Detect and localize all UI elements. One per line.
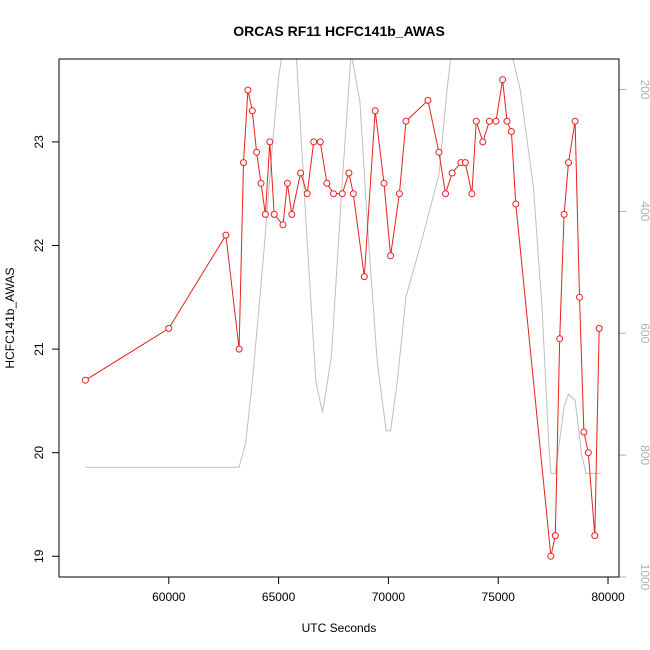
data-point-11 — [270, 210, 278, 218]
data-point-2 — [222, 231, 230, 239]
y-axis-label: HCFC141b_AWAS — [3, 267, 17, 368]
data-point-14 — [288, 210, 296, 218]
y-tick-label-19: 19 — [32, 549, 46, 563]
data-point-33 — [448, 169, 456, 177]
y2-tick-label-400: 400 — [638, 201, 650, 221]
x-tick-label-80000: 80000 — [591, 590, 625, 604]
x-axis-label: UTC Seconds — [302, 621, 377, 635]
data-point-52 — [580, 428, 588, 436]
data-point-16 — [303, 190, 311, 198]
y-tick-label-22: 22 — [32, 238, 46, 252]
data-point-26 — [380, 179, 388, 187]
y2-tick-label-800: 800 — [638, 445, 650, 465]
data-point-39 — [485, 117, 493, 125]
data-point-40 — [492, 117, 500, 125]
data-point-4 — [240, 159, 247, 167]
data-point-44 — [512, 200, 520, 208]
data-point-46 — [551, 532, 559, 540]
data-point-15 — [297, 169, 305, 177]
x-tick-label-65000: 65000 — [262, 590, 296, 604]
series-line-altitude — [85, 59, 602, 474]
y2-tick-label-1000: 1000 — [638, 564, 650, 591]
y-tick-label-21: 21 — [32, 342, 46, 356]
series-layer — [81, 59, 603, 560]
data-point-20 — [330, 190, 337, 198]
data-point-17 — [310, 138, 318, 146]
data-point-28 — [395, 190, 403, 198]
data-point-23 — [349, 190, 357, 198]
y2-tick-label-200: 200 — [638, 79, 650, 99]
data-point-19 — [323, 179, 331, 187]
data-point-3 — [235, 345, 243, 353]
data-point-55 — [595, 324, 603, 332]
data-point-32 — [442, 190, 449, 198]
data-point-0 — [81, 376, 89, 384]
data-point-51 — [576, 293, 583, 301]
data-point-35 — [461, 159, 469, 167]
y-tick-label-23: 23 — [32, 135, 46, 149]
data-point-38 — [479, 138, 487, 146]
data-point-31 — [435, 148, 443, 156]
x-tick-label-75000: 75000 — [482, 590, 516, 604]
axes-layer: 60000 65000 70000 75000 80000 19 20 21 22 23 200 40… — [32, 79, 650, 604]
data-point-53 — [584, 449, 592, 457]
data-point-12 — [279, 221, 287, 229]
data-point-30 — [424, 96, 432, 104]
data-point-45 — [547, 552, 555, 560]
data-point-50 — [571, 117, 579, 125]
data-point-7 — [253, 148, 261, 156]
x-tick-label-60000: 60000 — [152, 590, 186, 604]
data-point-27 — [387, 252, 395, 260]
data-point-1 — [165, 324, 173, 332]
data-point-10 — [266, 138, 274, 146]
data-point-25 — [371, 107, 379, 115]
data-point-5 — [244, 86, 252, 94]
data-point-18 — [316, 138, 324, 146]
data-point-43 — [507, 128, 515, 135]
plot-frame — [58, 58, 620, 578]
data-point-42 — [503, 117, 511, 125]
data-point-8 — [257, 179, 265, 187]
data-point-29 — [402, 117, 410, 125]
data-point-22 — [345, 169, 353, 177]
data-point-48 — [560, 210, 568, 218]
y-tick-label-20: 20 — [32, 446, 46, 460]
data-point-21 — [338, 190, 346, 198]
data-point-13 — [283, 179, 291, 187]
y2-tick-label-600: 600 — [638, 323, 650, 343]
data-point-24 — [360, 273, 368, 281]
data-point-49 — [565, 159, 572, 167]
data-point-9 — [261, 210, 269, 218]
data-point-37 — [472, 117, 480, 125]
chart-title: ORCAS RF11 HCFC141b_AWAS — [233, 23, 445, 39]
x-tick-label-70000: 70000 — [372, 590, 406, 604]
data-point-54 — [591, 532, 599, 540]
data-point-47 — [556, 335, 564, 343]
data-point-41 — [499, 76, 507, 84]
series-line-hcfc141b — [85, 79, 600, 557]
data-point-6 — [248, 107, 256, 115]
data-point-36 — [468, 190, 476, 198]
